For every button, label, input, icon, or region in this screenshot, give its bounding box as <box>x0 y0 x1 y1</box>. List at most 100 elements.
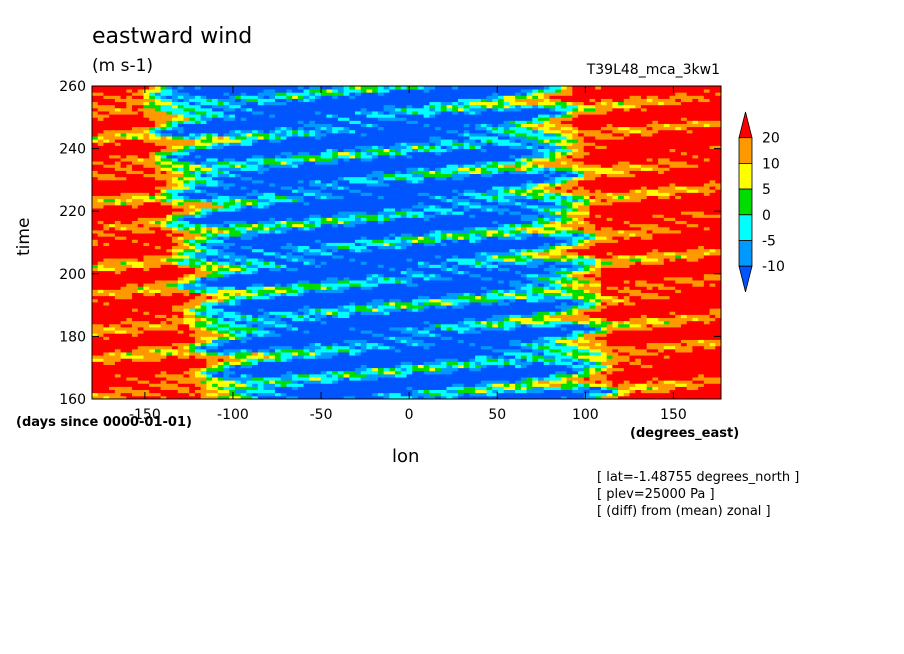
heatmap-cell <box>526 295 533 300</box>
heatmap-cell <box>315 261 322 265</box>
heatmap-cell <box>269 348 276 353</box>
heatmap-cell <box>269 370 276 375</box>
heatmap-cell <box>206 330 213 334</box>
heatmap-cell <box>223 273 230 278</box>
heatmap-cell <box>623 308 630 312</box>
heatmap-cell <box>372 358 379 362</box>
heatmap-cell <box>177 389 184 394</box>
heatmap-cell <box>355 261 362 265</box>
heatmap-cell <box>406 330 413 334</box>
heatmap-cell <box>292 358 299 362</box>
heatmap-cell <box>269 311 276 315</box>
heatmap-cell <box>640 320 648 325</box>
heatmap-cell <box>469 395 476 400</box>
heatmap-cell <box>383 348 390 353</box>
heatmap-cell <box>703 364 710 369</box>
heatmap-cell <box>372 327 379 331</box>
heatmap-cell <box>274 320 282 325</box>
heatmap-cell <box>566 280 573 284</box>
heatmap-cell <box>160 361 167 365</box>
heatmap-cell <box>343 395 350 400</box>
heatmap-cell <box>589 273 596 278</box>
heatmap-cell <box>526 270 533 275</box>
heatmap-cell <box>520 386 527 391</box>
heatmap-cell <box>709 380 716 384</box>
heatmap-cell <box>658 367 665 372</box>
heatmap-cell <box>143 352 150 356</box>
heatmap-cell <box>658 373 665 378</box>
heatmap-cell <box>680 377 688 381</box>
heatmap-cell <box>200 276 207 281</box>
heatmap-cell <box>669 392 676 397</box>
heatmap-cell <box>257 264 264 268</box>
heatmap-cell <box>223 258 230 262</box>
heatmap-cell <box>538 395 545 400</box>
heatmap-cell <box>103 311 110 315</box>
heatmap-cell <box>143 258 150 262</box>
heatmap-cell <box>97 320 104 325</box>
heatmap-cell <box>166 311 173 315</box>
heatmap-cell <box>240 286 247 290</box>
heatmap-cell <box>629 380 636 384</box>
heatmap-cell <box>503 267 510 272</box>
heatmap-cell <box>635 292 642 297</box>
heatmap-cell <box>120 383 127 387</box>
heatmap-cell <box>429 261 436 265</box>
heatmap-cell <box>280 305 287 309</box>
heatmap-cell <box>492 289 499 293</box>
heatmap-cell <box>160 292 167 297</box>
heatmap-cell <box>452 342 459 347</box>
heatmap-cell <box>194 308 202 312</box>
heatmap-cell <box>606 352 613 356</box>
heatmap-cell <box>538 261 545 265</box>
heatmap-cell <box>377 264 385 268</box>
heatmap-cell <box>200 377 207 381</box>
heatmap-cell <box>680 273 688 278</box>
heatmap-cell <box>137 323 144 328</box>
heatmap-cell <box>355 377 362 381</box>
heatmap-cell <box>269 345 276 350</box>
heatmap-cell <box>343 314 350 319</box>
heatmap-cell <box>263 377 270 381</box>
heatmap-cell <box>389 295 396 300</box>
heatmap-cell <box>429 314 436 319</box>
heatmap-cell <box>583 345 590 350</box>
heatmap-cell <box>297 333 304 337</box>
heatmap-cell <box>566 311 573 315</box>
heatmap-cell <box>412 264 419 268</box>
heatmap-cell <box>172 367 179 372</box>
heatmap-cell <box>715 276 722 281</box>
heatmap-cell <box>194 380 202 384</box>
heatmap-cell <box>292 330 299 334</box>
heatmap-cell <box>332 361 339 365</box>
heatmap-cell <box>543 320 550 325</box>
heatmap-cell <box>309 280 316 284</box>
heatmap-cell <box>400 258 407 262</box>
heatmap-cell <box>343 364 350 369</box>
heatmap-cell <box>675 342 682 347</box>
heatmap-cell <box>109 286 116 290</box>
heatmap-cell <box>172 298 179 303</box>
heatmap-cell <box>566 301 573 306</box>
heatmap-cell <box>640 355 648 359</box>
heatmap-cell <box>646 383 653 387</box>
heatmap-cell <box>377 289 385 293</box>
heatmap-cell <box>572 395 579 400</box>
heatmap-cell <box>457 330 465 334</box>
heatmap-cell <box>640 373 648 378</box>
heatmap-cell <box>417 261 425 265</box>
heatmap-cell <box>229 364 236 369</box>
heatmap-cell <box>578 311 585 315</box>
heatmap-cell <box>515 355 522 359</box>
heatmap-cell <box>343 383 350 387</box>
heatmap-cell <box>280 283 287 287</box>
heatmap-cell <box>223 333 230 337</box>
heatmap-cell <box>332 286 339 290</box>
heatmap-cell <box>703 348 710 353</box>
heatmap-cell <box>520 295 527 300</box>
heatmap-cell <box>486 330 493 334</box>
heatmap-cell <box>423 267 430 272</box>
heatmap-cell <box>652 311 659 315</box>
heatmap-cell <box>177 377 184 381</box>
heatmap-cell <box>429 317 436 322</box>
